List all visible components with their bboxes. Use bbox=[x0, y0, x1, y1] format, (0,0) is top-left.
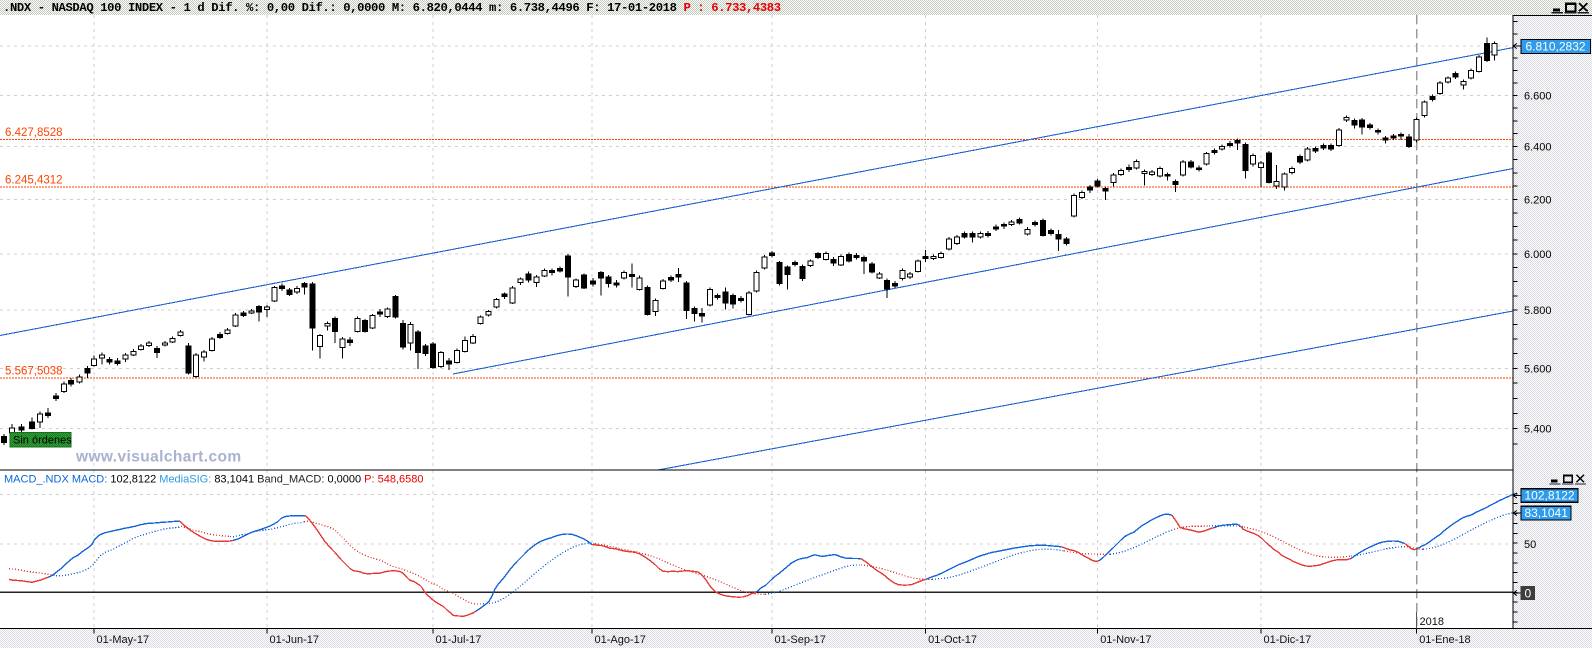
svg-text:01-May-17: 01-May-17 bbox=[97, 634, 150, 646]
svg-text:www.visualchart.com: www.visualchart.com bbox=[75, 449, 242, 466]
svg-text:01-Dic-17: 01-Dic-17 bbox=[1264, 634, 1312, 646]
svg-text:50: 50 bbox=[1524, 539, 1536, 551]
svg-text:.NDX - NASDAQ 100 INDEX - 1 d: .NDX - NASDAQ 100 INDEX - 1 d Dif. %: 0,… bbox=[3, 1, 781, 15]
svg-text:MACD_.NDX MACD: 102,8122 Media: MACD_.NDX MACD: 102,8122 MediaSIG: 83,10… bbox=[4, 474, 424, 486]
svg-text:6.810,2832: 6.810,2832 bbox=[1526, 40, 1586, 54]
svg-text:6.400: 6.400 bbox=[1524, 142, 1552, 154]
svg-text:0: 0 bbox=[1525, 587, 1532, 601]
svg-text:5.400: 5.400 bbox=[1524, 424, 1552, 436]
svg-text:Sin órdenes: Sin órdenes bbox=[13, 435, 72, 447]
svg-text:6.245,4312: 6.245,4312 bbox=[5, 175, 63, 187]
svg-text:5.800: 5.800 bbox=[1524, 305, 1552, 317]
svg-text:01-Sep-17: 01-Sep-17 bbox=[775, 634, 826, 646]
svg-text:01-Jun-17: 01-Jun-17 bbox=[270, 634, 320, 646]
svg-text:6.200: 6.200 bbox=[1524, 194, 1552, 206]
svg-text:01-Oct-17: 01-Oct-17 bbox=[928, 634, 977, 646]
svg-text:01-Ago-17: 01-Ago-17 bbox=[595, 634, 646, 646]
svg-text:6.600: 6.600 bbox=[1524, 91, 1552, 103]
svg-text:01-Ene-18: 01-Ene-18 bbox=[1419, 634, 1470, 646]
svg-text:6.427,8528: 6.427,8528 bbox=[5, 127, 63, 139]
svg-text:5.567,5038: 5.567,5038 bbox=[5, 366, 63, 378]
svg-text:6.000: 6.000 bbox=[1524, 249, 1552, 261]
svg-text:2018: 2018 bbox=[1420, 616, 1444, 628]
svg-text:102,8122: 102,8122 bbox=[1525, 489, 1575, 503]
svg-text:83,1041: 83,1041 bbox=[1525, 506, 1569, 520]
svg-text:01-Jul-17: 01-Jul-17 bbox=[436, 634, 482, 646]
svg-text:5.600: 5.600 bbox=[1524, 363, 1552, 375]
svg-text:01-Nov-17: 01-Nov-17 bbox=[1100, 634, 1151, 646]
